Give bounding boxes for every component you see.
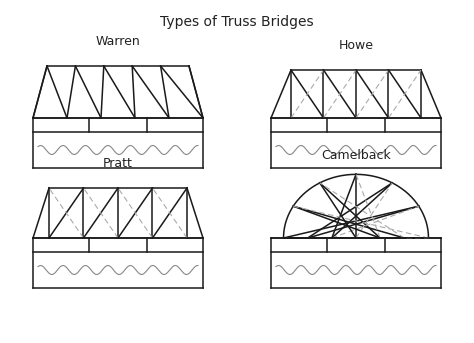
Text: Camelback: Camelback — [321, 149, 391, 162]
Text: Warren: Warren — [96, 35, 140, 48]
Text: Pratt: Pratt — [103, 157, 133, 170]
Text: Types of Truss Bridges: Types of Truss Bridges — [160, 15, 314, 29]
Text: Howe: Howe — [338, 39, 374, 52]
